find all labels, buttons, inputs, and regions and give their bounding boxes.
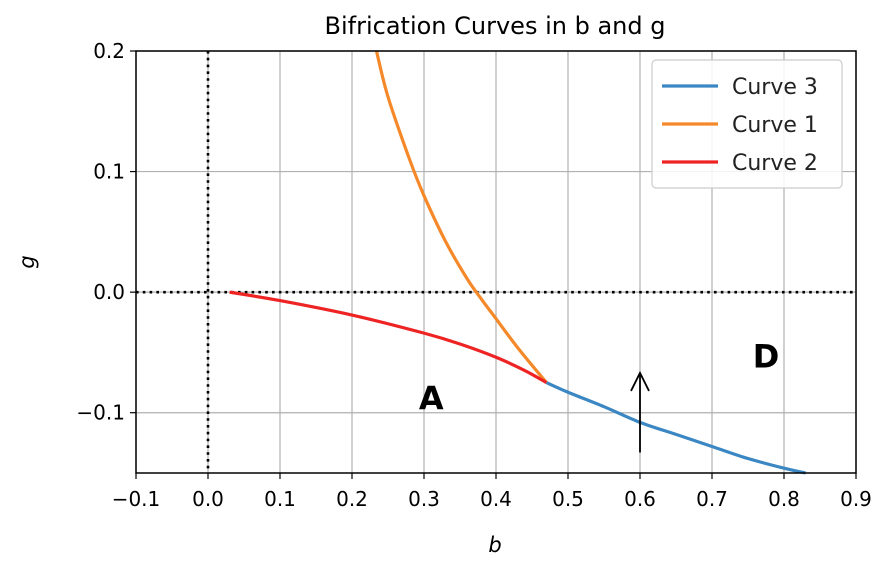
series-lines [229,50,806,475]
x-tick-label: −0.1 [112,487,161,511]
x-tick-label: 0.2 [336,487,368,511]
y-axis-label: g [15,255,39,268]
x-tick-label: 0.8 [768,487,800,511]
legend-label: Curve 3 [732,75,818,100]
x-tick-label: 0.6 [624,487,656,511]
x-axis-label: b [488,533,501,557]
x-tick-label: 0.7 [696,487,728,511]
y-tick-label: 0.1 [93,160,125,184]
legend-label: Curve 1 [732,113,818,138]
x-tick-label: 0.3 [408,487,440,511]
x-tick-label: 0.4 [480,487,512,511]
x-axis-ticks: −0.1 0.0 0.1 0.2 0.3 0.4 0.5 0.6 0.7 0.8 0.9 [112,473,872,511]
region-label-a: A [419,380,444,418]
x-tick-label: 0.9 [840,487,872,511]
arrow-head [630,370,650,392]
curve-2-line [229,290,548,384]
annotations: AD [419,337,780,453]
x-tick-label: 0.0 [192,487,224,511]
reference-lines [136,51,856,473]
x-tick-label: 0.5 [552,487,584,511]
y-tick-label: 0.0 [93,280,125,304]
x-tick-label: 0.1 [264,487,296,511]
y-axis-ticks: −0.1 0.0 0.1 0.2 [76,39,136,425]
curve-1-line [374,50,548,384]
legend: Curve 3 Curve 1 Curve 2 [651,59,843,189]
legend-label: Curve 2 [732,151,818,176]
legend-box [651,59,843,189]
curve-3-line [545,381,806,475]
chart-title: Bifrication Curves in b and g [325,12,666,40]
y-tick-label: 0.2 [93,39,125,63]
region-label-d: D [753,337,780,375]
y-tick-label: −0.1 [76,401,125,425]
